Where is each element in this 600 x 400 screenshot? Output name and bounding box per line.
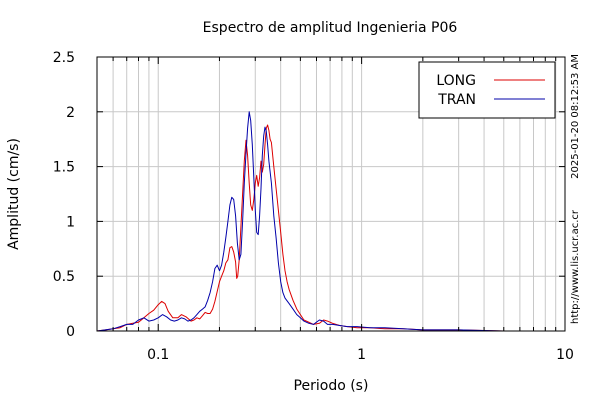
series-line-long bbox=[96, 124, 565, 332]
legend-entries: LONG TRAN bbox=[436, 73, 545, 108]
x-tick-label: 0.1 bbox=[147, 347, 169, 363]
y-tick-label: 2 bbox=[66, 105, 75, 121]
chart-title: Espectro de amplitud Ingenieria P06 bbox=[203, 20, 458, 36]
tick-labels: 0.1 1 10 0 0.5 1 1.5 2 2.5 bbox=[53, 50, 574, 363]
series-line-tran bbox=[96, 111, 565, 332]
legend-label-long: LONG bbox=[436, 73, 476, 89]
plot-frame bbox=[96, 56, 566, 332]
legend-label-tran: TRAN bbox=[437, 92, 476, 108]
timestamp-annotation: 2025-01-20 08:12:53 AM bbox=[570, 54, 581, 179]
y-tick-label: 0.5 bbox=[53, 269, 75, 285]
y-tick-label: 2.5 bbox=[53, 50, 75, 66]
legend-box bbox=[418, 61, 556, 119]
x-axis-label: Periodo (s) bbox=[294, 378, 369, 394]
source-url-annotation: http://www.lis.ucr.ac.cr bbox=[570, 209, 581, 324]
y-axis-label: Amplitud (cm/s) bbox=[6, 138, 22, 250]
legend: LONG TRAN bbox=[418, 61, 556, 119]
x-tick-label: 1 bbox=[357, 347, 366, 363]
series-layer bbox=[96, 111, 565, 332]
y-tick-label: 0 bbox=[66, 324, 75, 340]
ticks bbox=[96, 56, 566, 332]
y-tick-label: 1 bbox=[66, 214, 75, 230]
y-tick-label: 1.5 bbox=[53, 160, 75, 176]
x-tick-label: 10 bbox=[556, 347, 574, 363]
